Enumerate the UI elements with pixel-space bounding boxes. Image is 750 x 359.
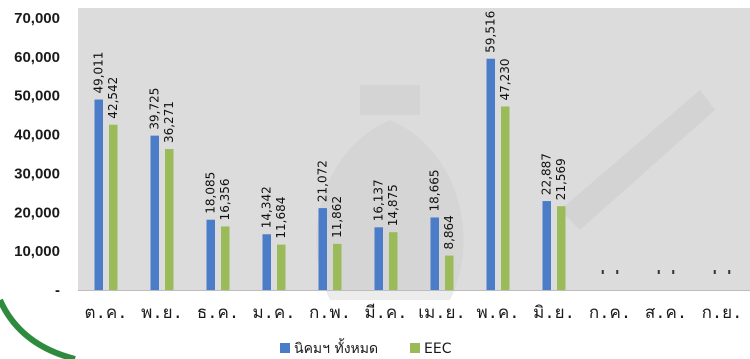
legend-swatch — [410, 343, 420, 353]
y-tick-label: 60,000 — [14, 49, 60, 66]
data-label: 39,725 — [148, 88, 162, 130]
bar-eec — [221, 226, 230, 290]
bars — [94, 58, 566, 291]
x-tick-label: พ.ค. — [476, 303, 519, 323]
data-label: 16,137 — [372, 179, 386, 221]
y-tick-label: 40,000 — [14, 127, 60, 144]
data-label: 42,542 — [106, 77, 120, 119]
data-label: 18,085 — [204, 172, 218, 214]
bar-all-estates — [542, 201, 551, 290]
decorative-arc — [0, 298, 76, 359]
data-label: 47,230 — [498, 58, 512, 100]
empty-month-markers — [601, 270, 731, 274]
bar-all-estates — [486, 58, 495, 291]
x-tick-label: มี.ค. — [364, 303, 407, 323]
bar-eec — [501, 106, 510, 290]
bar-all-estates — [318, 208, 327, 290]
data-label: 14,342 — [260, 186, 274, 228]
x-tick-label: ม.ค. — [252, 303, 295, 323]
x-tick-label: ส.ค. — [645, 303, 687, 323]
x-tick-label: ก.ย. — [702, 303, 743, 323]
data-label: 49,011 — [92, 52, 106, 94]
bar-all-estates — [206, 219, 215, 290]
x-tick-label: เม.ย. — [418, 303, 465, 323]
y-tick-label: 50,000 — [14, 88, 60, 105]
data-label: 11,862 — [330, 196, 344, 238]
bar-eec — [333, 243, 342, 290]
plot-background — [78, 8, 750, 290]
bar-eec — [445, 255, 454, 290]
x-axis-ticks: ต.ค. พ.ย. ธ.ค. ม.ค. ก.พ. มี.ค. เม.ย. พ.ค. มิ.ย. ก… — [85, 303, 743, 323]
legend-label: นิคมฯ ทั้งหมด — [294, 338, 378, 357]
legend: นิคมฯ ทั้งหมด EEC — [280, 338, 452, 357]
data-label: 36,271 — [162, 101, 176, 143]
y-axis-ticks: - 10,000 20,000 30,000 40,000 50,000 60,000 70,… — [14, 10, 60, 299]
y-tick-label: 10,000 — [14, 243, 60, 260]
x-tick-label: ต.ค. — [85, 303, 128, 323]
bar-eec — [109, 124, 118, 290]
data-label: 18,665 — [428, 169, 442, 211]
data-label: 21,569 — [554, 158, 568, 200]
data-label: 14,875 — [386, 184, 400, 226]
y-tick-label: 70,000 — [14, 10, 60, 27]
legend-swatch — [280, 343, 290, 353]
y-tick-label: 20,000 — [14, 204, 60, 221]
data-label: 16,356 — [218, 178, 232, 220]
data-label: 8,864 — [442, 215, 456, 249]
x-tick-label: ธ.ค. — [197, 303, 239, 323]
legend-label: EEC — [424, 341, 452, 357]
x-tick-label: มิ.ย. — [533, 303, 575, 323]
bar-all-estates — [94, 99, 103, 291]
bar-eec — [389, 232, 398, 290]
y-tick-label: - — [55, 282, 60, 299]
bar-all-estates — [262, 234, 271, 290]
data-label: 22,887 — [540, 153, 554, 195]
x-tick-label: พ.ย. — [141, 303, 183, 323]
bar-all-estates — [430, 217, 439, 290]
data-label: 11,684 — [274, 197, 288, 239]
bar-eec — [557, 206, 566, 290]
bar-eec — [165, 149, 174, 290]
y-tick-label: 30,000 — [14, 165, 60, 182]
bar-all-estates — [374, 227, 383, 290]
bar-all-estates — [150, 135, 159, 290]
data-label: 59,516 — [484, 11, 498, 53]
x-tick-label: ก.พ. — [309, 303, 351, 323]
data-label: 21,072 — [316, 160, 330, 202]
watermark-graphic — [316, 85, 715, 300]
bar-eec — [277, 244, 286, 290]
x-tick-label: ก.ค. — [589, 303, 631, 323]
